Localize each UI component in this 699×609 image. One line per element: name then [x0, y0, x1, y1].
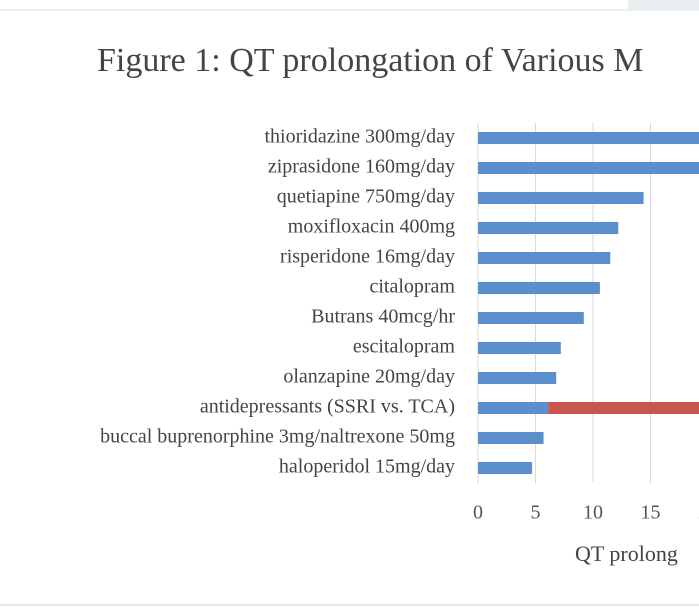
- y-tick-label: quetiapine 750mg/day: [277, 186, 455, 208]
- bar: [478, 312, 584, 324]
- bar: [478, 162, 699, 174]
- y-tick-label: ziprasidone 160mg/day: [268, 156, 455, 178]
- y-tick-label: buccal buprenorphine 3mg/naltrexone 50mg: [100, 426, 455, 448]
- y-tick-label: haloperidol 15mg/day: [279, 456, 455, 478]
- x-tick-label: 10: [583, 502, 603, 524]
- y-tick-label: Butrans 40mcg/hr: [311, 306, 455, 328]
- y-tick-label: olanzapine 20mg/day: [283, 366, 455, 388]
- x-tick-label: 0: [473, 502, 483, 524]
- x-tick-label: 5: [531, 502, 541, 524]
- bar: [478, 432, 544, 444]
- chart-title: Figure 1: QT prolongation of Various M: [97, 42, 644, 79]
- bar: [478, 462, 533, 474]
- y-tick-label: escitalopram: [353, 336, 456, 358]
- y-tick-label: thioridazine 300mg/day: [264, 126, 455, 148]
- y-tick-label: moxifloxacin 400mg: [288, 216, 455, 238]
- y-tick-label: risperidone 16mg/day: [280, 246, 455, 268]
- bar: [478, 282, 600, 294]
- y-tick-label: antidepressants (SSRI vs. TCA): [200, 396, 455, 418]
- bar: [478, 222, 619, 234]
- bar: [478, 252, 611, 264]
- bar: [478, 132, 699, 144]
- x-tick-label: 15: [641, 502, 661, 524]
- y-tick-label: citalopram: [369, 276, 455, 298]
- bar: [478, 372, 557, 384]
- bar: [548, 402, 699, 414]
- top-tab: [628, 0, 699, 10]
- bar: [478, 342, 561, 354]
- x-axis-label: QT prolong: [575, 541, 678, 566]
- bar: [478, 402, 549, 414]
- bar: [478, 192, 644, 204]
